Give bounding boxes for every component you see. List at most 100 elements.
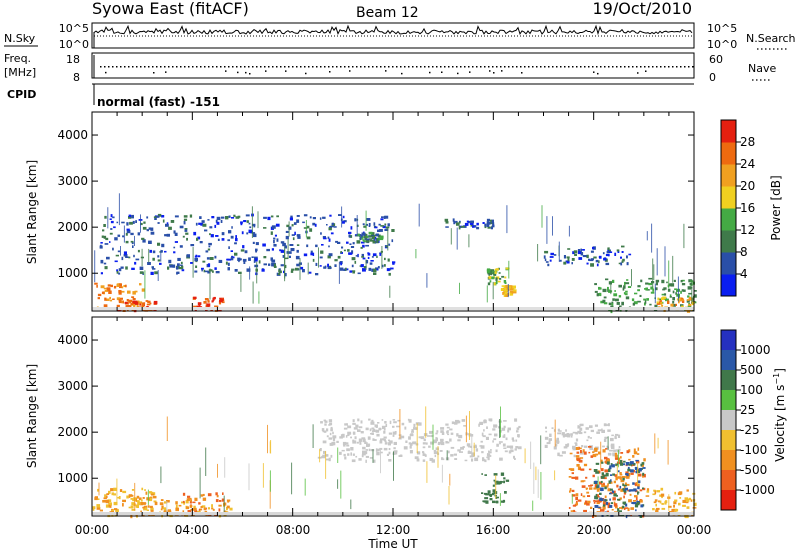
data-cell xyxy=(328,245,330,248)
data-cell xyxy=(615,477,618,481)
data-cell xyxy=(682,289,686,292)
data-cell xyxy=(238,271,242,274)
data-cell xyxy=(572,431,576,434)
freq-dot xyxy=(556,66,558,68)
data-cell xyxy=(379,229,383,232)
data-cell xyxy=(379,447,383,450)
data-streak xyxy=(387,226,389,251)
data-cell xyxy=(199,241,203,244)
data-cell xyxy=(302,221,305,224)
data-cell xyxy=(251,232,256,234)
data-cell xyxy=(484,226,487,229)
time-axis-title: Time UT xyxy=(367,537,418,551)
data-cell xyxy=(558,430,562,432)
freq-dot xyxy=(320,66,322,68)
data-cell xyxy=(384,421,387,424)
data-cell xyxy=(168,259,172,264)
freq-dot xyxy=(584,66,586,68)
data-cell xyxy=(510,288,515,290)
data-cell xyxy=(140,502,144,506)
data-cell xyxy=(228,230,232,234)
data-cell xyxy=(629,493,632,496)
data-cell xyxy=(631,298,635,302)
data-cell xyxy=(167,266,170,270)
colorbar-tick-label: 25 xyxy=(740,403,755,417)
data-cell xyxy=(504,286,508,290)
data-cell xyxy=(226,506,228,510)
data-cell xyxy=(493,424,497,428)
data-streak xyxy=(554,419,556,447)
data-streak xyxy=(262,463,264,488)
data-cell xyxy=(202,497,207,501)
data-cell xyxy=(383,438,386,441)
data-cell xyxy=(104,494,107,498)
data-cell xyxy=(608,468,611,472)
data-cell xyxy=(129,300,132,304)
data-cell xyxy=(329,432,332,436)
time-tick-label: 16:00 xyxy=(476,523,511,537)
data-cell xyxy=(628,449,631,453)
colorbar-tick-label: -100 xyxy=(740,443,767,457)
data-cell xyxy=(623,485,626,489)
data-cell xyxy=(173,246,176,249)
nave-dot xyxy=(237,71,239,74)
data-cell xyxy=(248,229,253,233)
data-cell xyxy=(346,444,350,447)
data-cell xyxy=(543,255,546,259)
data-cell xyxy=(327,255,331,259)
data-cell xyxy=(667,288,671,292)
data-cell xyxy=(201,220,205,223)
data-cell xyxy=(143,505,148,508)
freq-dot xyxy=(188,66,190,68)
data-cell xyxy=(604,495,607,499)
data-cell xyxy=(209,233,211,236)
data-cell xyxy=(487,221,491,225)
data-cell xyxy=(622,483,625,486)
data-cell xyxy=(109,505,112,508)
data-cell xyxy=(134,290,138,293)
data-cell xyxy=(371,234,375,238)
nave-dot xyxy=(349,70,351,72)
colorbar-swatch xyxy=(721,274,736,297)
data-cell xyxy=(556,438,559,441)
data-cell xyxy=(589,425,593,429)
data-cell xyxy=(356,240,361,244)
data-cell xyxy=(400,435,405,439)
data-cell xyxy=(686,506,690,509)
y-tick-label: 2000 xyxy=(57,220,88,234)
data-streak xyxy=(338,262,340,284)
data-cell xyxy=(583,431,587,434)
data-cell xyxy=(481,492,484,494)
data-cell xyxy=(627,468,631,472)
data-cell xyxy=(373,234,376,237)
data-streak xyxy=(337,479,339,489)
data-cell xyxy=(634,292,638,295)
data-cell xyxy=(105,499,110,504)
data-cell xyxy=(285,235,289,240)
velocity-colorbar-swatches xyxy=(721,330,736,511)
data-cell xyxy=(330,232,334,235)
data-cell xyxy=(101,235,104,238)
data-cell xyxy=(652,288,655,292)
data-cell xyxy=(215,305,219,308)
data-cell xyxy=(337,255,341,259)
data-cell xyxy=(303,253,308,257)
data-cell xyxy=(637,285,641,288)
data-cell xyxy=(150,509,154,512)
data-cell xyxy=(354,436,357,440)
data-cell xyxy=(600,498,604,502)
data-cell xyxy=(255,250,257,253)
data-cell xyxy=(380,225,384,227)
data-cell xyxy=(196,237,199,241)
data-cell xyxy=(368,448,371,452)
data-cell xyxy=(344,456,347,460)
data-cell xyxy=(644,302,646,306)
data-cell xyxy=(458,226,461,230)
data-cell xyxy=(103,304,108,308)
data-cell xyxy=(418,436,421,439)
data-cell xyxy=(366,443,370,447)
data-cell xyxy=(186,498,190,501)
data-cell xyxy=(140,499,143,502)
data-cell xyxy=(563,261,567,265)
data-cell xyxy=(652,493,656,496)
